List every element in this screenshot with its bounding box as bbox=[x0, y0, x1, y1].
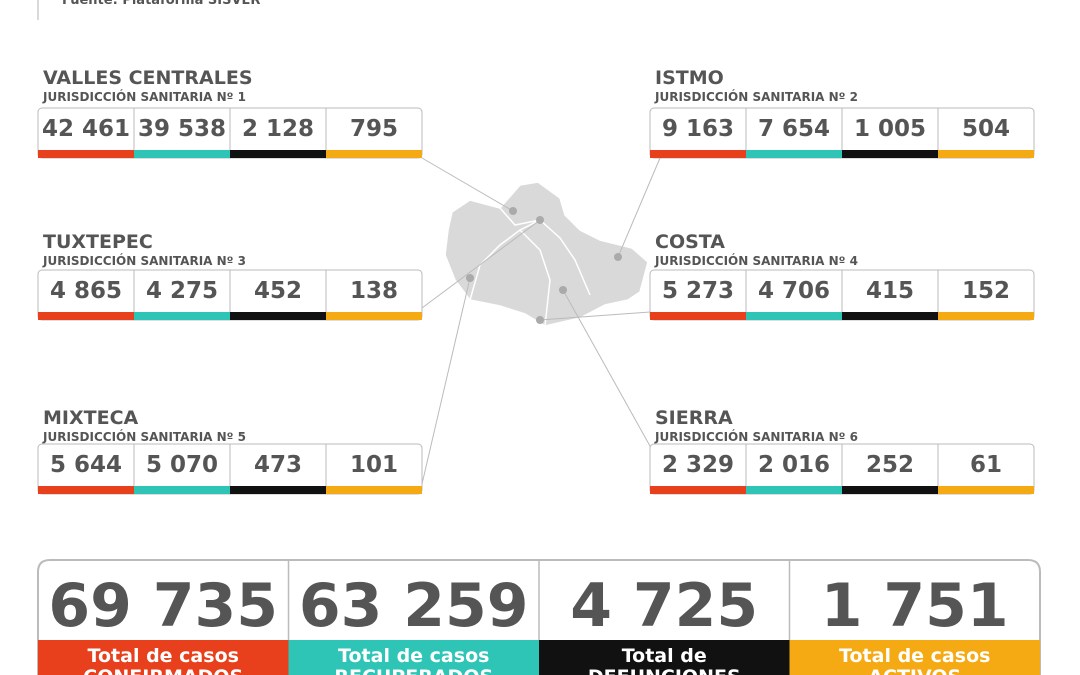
region-name: COSTA bbox=[655, 231, 725, 253]
total-band bbox=[38, 640, 289, 675]
region-value: 101 bbox=[350, 452, 398, 478]
region-name: VALLES CENTRALES bbox=[43, 67, 253, 89]
region-value: 5 070 bbox=[146, 452, 218, 478]
location-dot bbox=[614, 253, 622, 261]
total-band bbox=[288, 640, 539, 675]
color-bar bbox=[746, 486, 842, 494]
region-value: 1 005 bbox=[854, 116, 926, 142]
region-value: 42 461 bbox=[42, 116, 130, 142]
color-bar bbox=[650, 312, 746, 320]
region-value: 504 bbox=[962, 116, 1010, 142]
region-subtitle: JURISDICCIÓN SANITARIA Nº 5 bbox=[42, 429, 246, 444]
region-subtitle: JURISDICCIÓN SANITARIA Nº 1 bbox=[42, 89, 246, 104]
total-value: 4 725 bbox=[570, 571, 758, 641]
total-band bbox=[539, 640, 790, 675]
color-bar bbox=[230, 150, 326, 158]
connector bbox=[617, 157, 661, 258]
region-value: 415 bbox=[866, 278, 914, 304]
region-value: 138 bbox=[350, 278, 398, 304]
color-bar bbox=[842, 486, 938, 494]
region-value: 9 163 bbox=[662, 116, 734, 142]
region-subtitle: JURISDICCIÓN SANITARIA Nº 2 bbox=[654, 89, 858, 104]
total-label: Total de casos bbox=[839, 645, 990, 667]
source: Fuente: Plataforma SISVER bbox=[62, 0, 260, 8]
total-label: Total de bbox=[622, 645, 707, 667]
region-name: ISTMO bbox=[655, 67, 724, 89]
region-name: TUXTEPEC bbox=[43, 231, 153, 253]
region-value: 5 273 bbox=[662, 278, 734, 304]
color-bar bbox=[134, 312, 230, 320]
total-label: Total de casos bbox=[338, 645, 489, 667]
region-value: 7 654 bbox=[758, 116, 830, 142]
region-value: 4 706 bbox=[758, 278, 830, 304]
region-name: SIERRA bbox=[655, 407, 733, 429]
color-bar bbox=[938, 486, 1034, 494]
connector bbox=[539, 311, 651, 321]
color-bar bbox=[650, 486, 746, 494]
connector bbox=[421, 277, 471, 485]
map bbox=[444, 181, 649, 327]
connector bbox=[421, 219, 541, 309]
total-label: CONFIRMADOS bbox=[83, 666, 243, 675]
color-bar bbox=[746, 312, 842, 320]
color-bar bbox=[842, 150, 938, 158]
color-bar bbox=[134, 150, 230, 158]
region-value: 5 644 bbox=[50, 452, 122, 478]
color-bar bbox=[650, 150, 746, 158]
total-label: ACTIVOS bbox=[868, 666, 961, 675]
region-subtitle: JURISDICCIÓN SANITARIA Nº 6 bbox=[654, 429, 858, 444]
total-label: DEFUNCIONES bbox=[588, 666, 741, 675]
region-value: 61 bbox=[970, 452, 1002, 478]
total-value: 69 735 bbox=[48, 571, 278, 641]
color-bar bbox=[230, 312, 326, 320]
region-value: 152 bbox=[962, 278, 1010, 304]
location-dot bbox=[536, 216, 544, 224]
region-value: 4 275 bbox=[146, 278, 218, 304]
region-value: 252 bbox=[866, 452, 914, 478]
region-subtitle: JURISDICCIÓN SANITARIA Nº 3 bbox=[42, 253, 246, 268]
region-value: 452 bbox=[254, 278, 302, 304]
location-dot bbox=[466, 274, 474, 282]
color-bar bbox=[38, 486, 134, 494]
region-value: 2 128 bbox=[242, 116, 314, 142]
total-band bbox=[789, 640, 1040, 675]
region-value: 795 bbox=[350, 116, 398, 142]
color-bar bbox=[938, 150, 1034, 158]
color-bar bbox=[38, 150, 134, 158]
color-bar bbox=[230, 486, 326, 494]
region-subtitle: JURISDICCIÓN SANITARIA Nº 4 bbox=[654, 253, 858, 268]
color-bar bbox=[326, 486, 422, 494]
region-value: 473 bbox=[254, 452, 302, 478]
region-value: 2 329 bbox=[662, 452, 734, 478]
connector bbox=[421, 157, 514, 212]
color-bar bbox=[842, 312, 938, 320]
location-dot bbox=[509, 207, 517, 215]
color-bar bbox=[938, 312, 1034, 320]
total-value: 63 259 bbox=[299, 571, 529, 641]
location-dot bbox=[559, 286, 567, 294]
total-label: Total de casos bbox=[88, 645, 239, 667]
total-label: RECUPERADOS bbox=[334, 666, 493, 675]
color-bar bbox=[38, 312, 134, 320]
region-value: 39 538 bbox=[138, 116, 226, 142]
total-value: 1 751 bbox=[821, 571, 1009, 641]
location-dot bbox=[536, 316, 544, 324]
color-bar bbox=[746, 150, 842, 158]
state-map bbox=[444, 181, 649, 327]
color-bar bbox=[326, 312, 422, 320]
connector bbox=[562, 289, 656, 456]
region-value: 2 016 bbox=[758, 452, 830, 478]
color-bar bbox=[326, 150, 422, 158]
region-value: 4 865 bbox=[50, 278, 122, 304]
region-name: MIXTECA bbox=[43, 407, 139, 429]
color-bar bbox=[134, 486, 230, 494]
